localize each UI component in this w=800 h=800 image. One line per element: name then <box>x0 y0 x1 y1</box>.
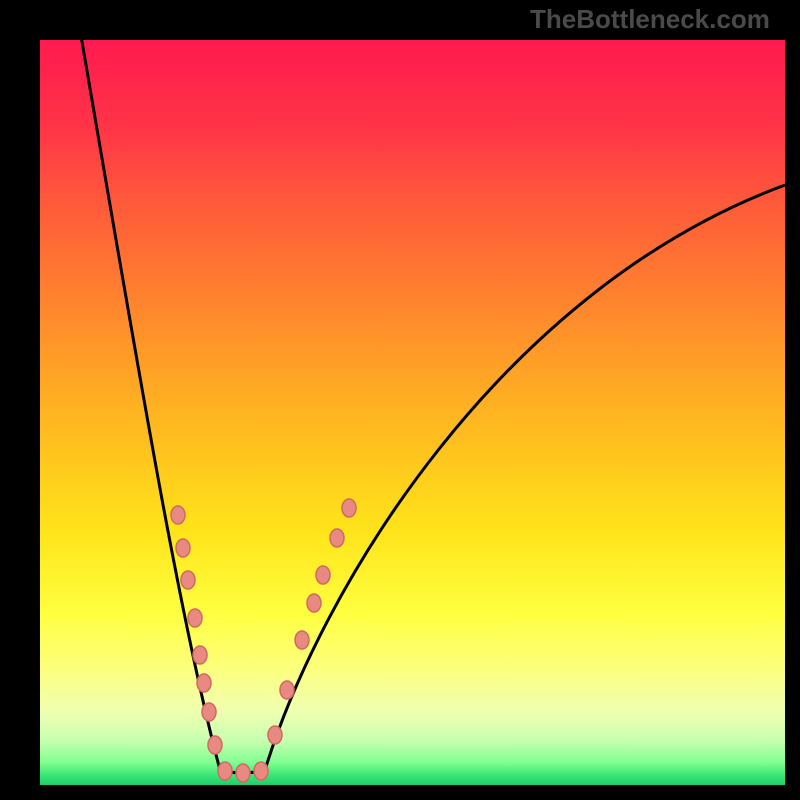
marker-right-6 <box>342 499 356 517</box>
marker-right-1 <box>280 681 294 699</box>
marker-right-5 <box>330 529 344 547</box>
marker-valley-2 <box>254 762 268 780</box>
marker-valley-0 <box>218 762 232 780</box>
marker-right-0 <box>268 726 282 744</box>
marker-valley-1 <box>236 764 250 782</box>
marker-left-5 <box>197 674 211 692</box>
marker-left-7 <box>208 736 222 754</box>
marker-left-3 <box>188 609 202 627</box>
curve-right <box>265 185 785 770</box>
marker-left-4 <box>193 646 207 664</box>
chart-container: TheBottleneck.com <box>0 0 800 800</box>
curve-layer <box>0 0 800 800</box>
marker-right-2 <box>295 631 309 649</box>
watermark-label: TheBottleneck.com <box>530 4 770 35</box>
marker-left-6 <box>202 703 216 721</box>
marker-right-4 <box>316 566 330 584</box>
marker-left-0 <box>171 506 185 524</box>
marker-left-1 <box>176 539 190 557</box>
marker-left-2 <box>181 571 195 589</box>
marker-right-3 <box>307 594 321 612</box>
